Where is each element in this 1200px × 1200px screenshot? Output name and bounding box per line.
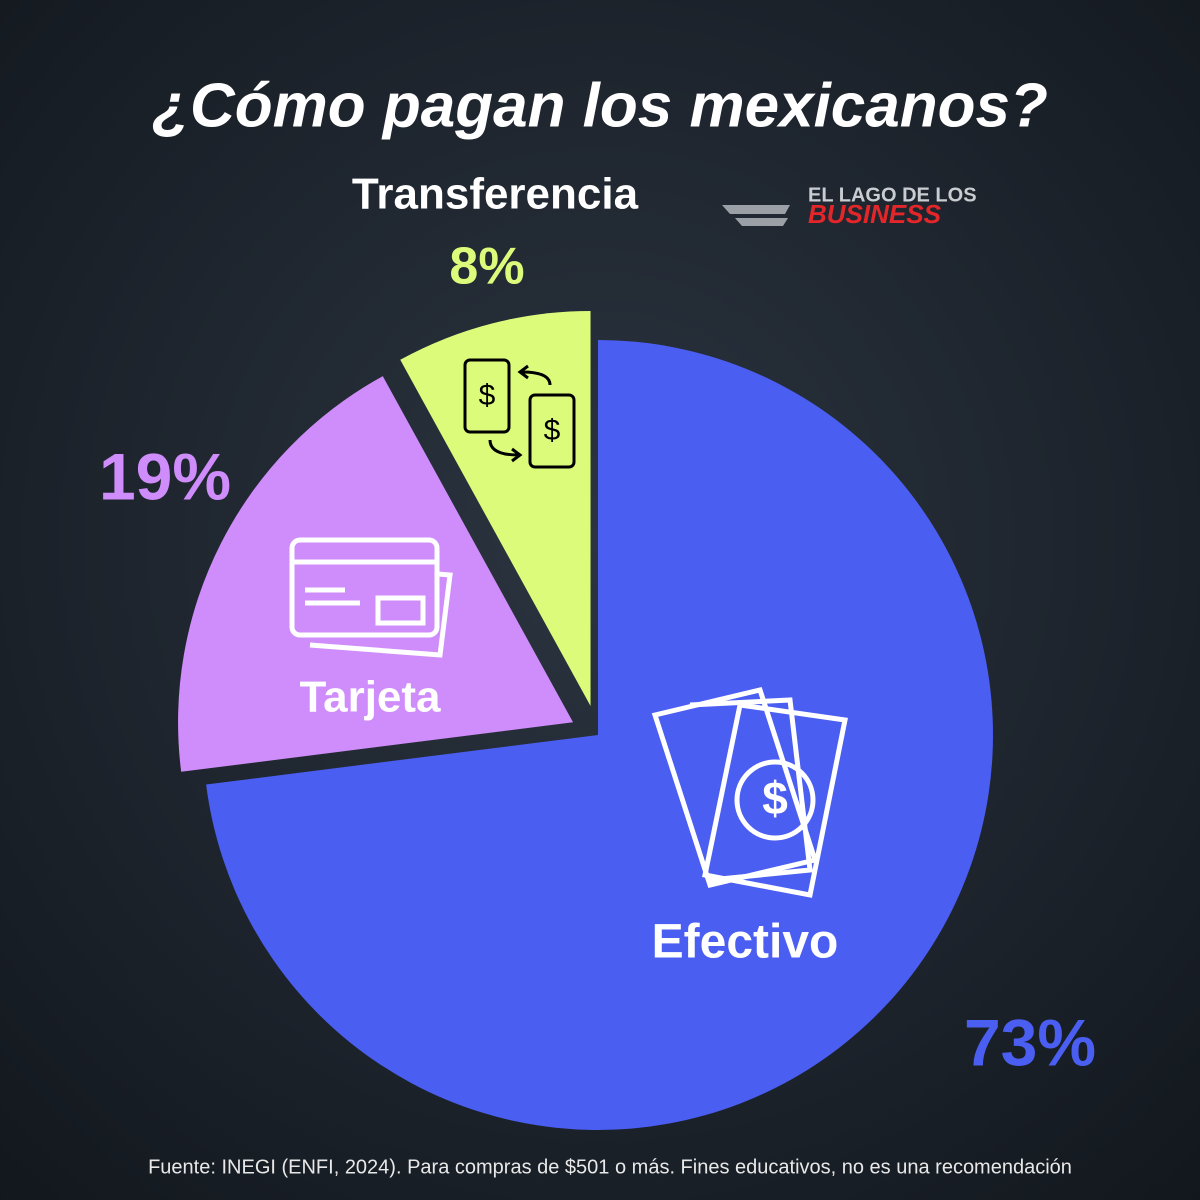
logo-text: BUSINESS — [808, 199, 942, 229]
slice-name: Efectivo — [652, 916, 839, 969]
slice-name: Transferencia — [352, 170, 639, 219]
labels: Efectivo 73% Tarjeta 19% Transferencia 8% — [99, 170, 1096, 1080]
value-label: 73% — [964, 1005, 1096, 1079]
card-icon — [289, 537, 453, 658]
value-label: 19% — [99, 439, 231, 513]
slice-name: Tarjeta — [299, 673, 441, 722]
cash-icon: $ — [651, 687, 848, 898]
logo-text: EL LAGO DE LOS — [808, 184, 977, 206]
source-note: Fuente: INEGI (ENFI, 2024). Para compras… — [148, 1156, 1072, 1178]
pie-slice — [206, 340, 994, 1130]
svg-text:$: $ — [479, 379, 496, 412]
chart-title: ¿Cómo pagan los mexicanos? — [152, 71, 1048, 140]
value-label: 8% — [449, 238, 524, 296]
pie-slice — [400, 310, 591, 706]
pie — [178, 310, 994, 1130]
svg-text:$: $ — [762, 772, 788, 824]
svg-text:$: $ — [544, 414, 561, 447]
pie-slice — [178, 376, 574, 772]
logo-wing — [722, 205, 790, 226]
transfer-icon: $ $ — [463, 358, 576, 469]
logo: EL LAGO DE LOS BUSINESS — [722, 184, 977, 229]
